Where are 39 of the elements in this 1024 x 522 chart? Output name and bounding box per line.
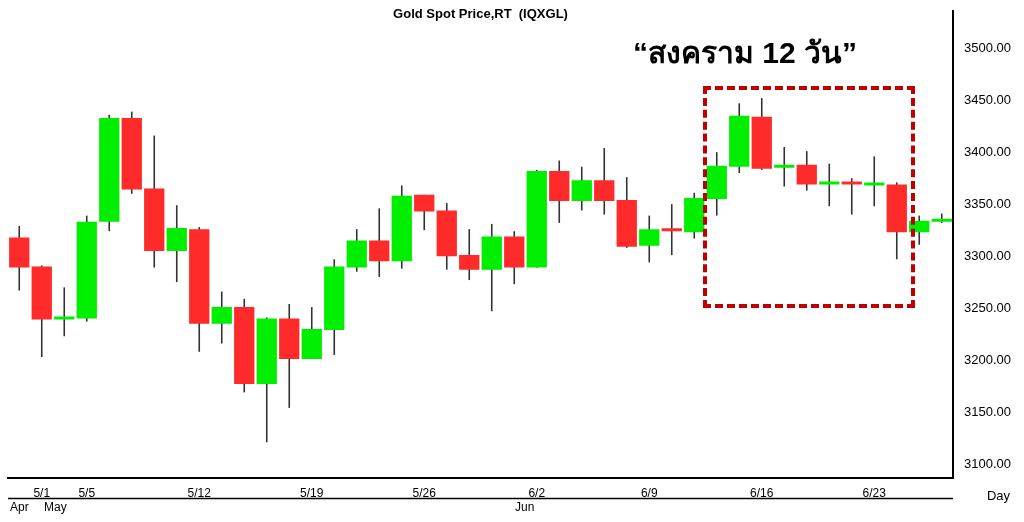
- candlestick: [594, 147, 615, 216]
- x-tick-label: 5/19: [300, 486, 324, 501]
- candlestick: [211, 290, 232, 345]
- y-tick-label: 3450.00: [964, 91, 1012, 107]
- x-tick-label: 6/23: [862, 486, 887, 501]
- candlestick: [661, 203, 682, 256]
- annotation: “สงคราม 12 วัน”: [632, 36, 858, 70]
- y-tick-label: 3150.00: [964, 403, 1012, 419]
- x-tick-label: 5/5: [78, 486, 96, 501]
- candlestick: [774, 146, 795, 188]
- candlestick: [864, 155, 885, 208]
- candlestick: [841, 177, 862, 216]
- x-tick-label: 6/16: [750, 486, 774, 501]
- candlestick: [571, 165, 592, 212]
- chart-title: Gold Spot Price,RT (IQXGL): [393, 6, 568, 22]
- text: Jun: [515, 499, 535, 514]
- y-tick-label: 3200.00: [964, 351, 1012, 367]
- x-tick-label: 6/9: [640, 486, 658, 501]
- candlestick: [796, 150, 817, 192]
- candlestick: [414, 194, 435, 231]
- y-tick-label: 3100.00: [964, 455, 1012, 471]
- text: May: [44, 499, 67, 514]
- y-tick-label: 3350.00: [964, 195, 1012, 211]
- x-tick-label: 6/2: [528, 486, 546, 501]
- y-tick-label: 3300.00: [964, 247, 1012, 263]
- text: Day: [986, 487, 1011, 503]
- y-tick-label: 3250.00: [964, 299, 1012, 315]
- x-tick-label: 5/26: [412, 486, 437, 501]
- y-tick-label: 3500.00: [964, 39, 1012, 55]
- text: Apr: [10, 499, 29, 514]
- candlestick: [166, 204, 187, 283]
- candlestick: [819, 162, 840, 208]
- x-tick-label: 5/1: [33, 486, 51, 501]
- candlestick: [54, 286, 75, 338]
- x-tick-label: 5/12: [187, 486, 212, 501]
- candlestick: [459, 228, 480, 281]
- candlestick: [639, 214, 660, 264]
- candlestick: [369, 207, 390, 278]
- y-tick-label: 3400.00: [964, 143, 1012, 159]
